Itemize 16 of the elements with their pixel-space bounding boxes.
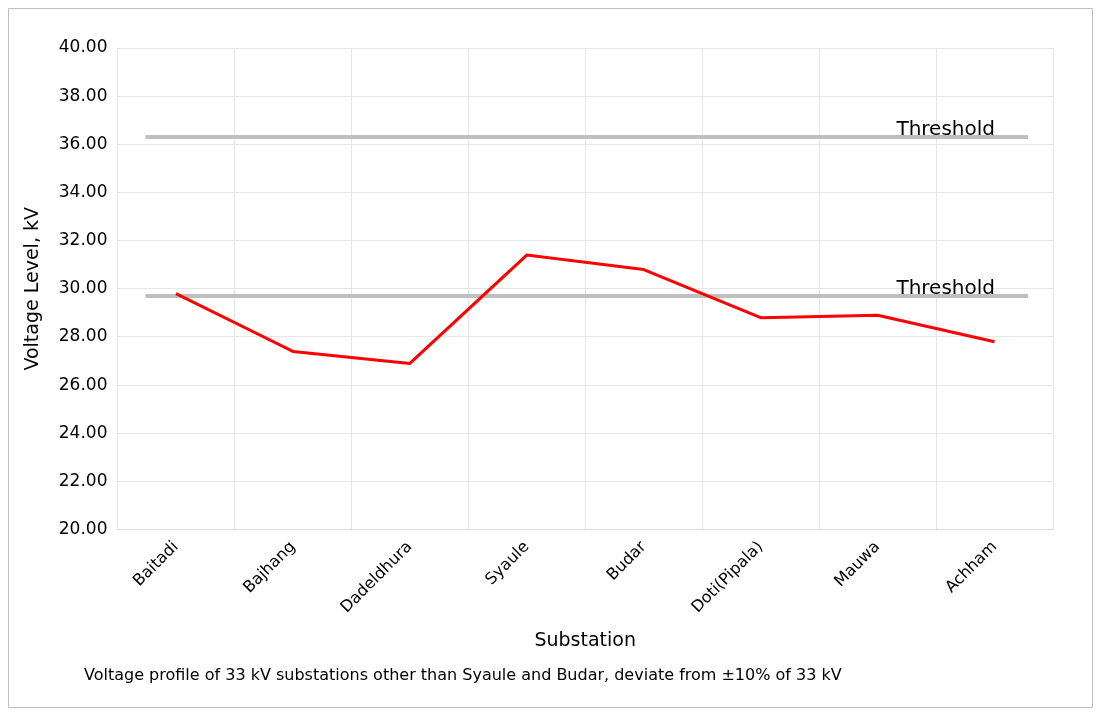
y-tick-label: 24.00	[58, 421, 108, 442]
y-tick-label: 28.00	[58, 325, 108, 346]
ref-line-label: Threshold	[895, 275, 995, 300]
y-tick-label: 40.00	[58, 36, 108, 57]
y-tick-label: 34.00	[58, 180, 108, 201]
text: Voltage profile of 33 kV substations other than Syaule and Budar, deviate from ±10% of 33 kV	[84, 665, 842, 685]
y-tick-label: 30.00	[58, 277, 108, 298]
y-tick-label: 26.00	[58, 373, 108, 394]
y-tick-label: 22.00	[58, 469, 108, 490]
y-tick-label: 20.00	[58, 518, 108, 539]
y-axis-title: Voltage Level, kV	[20, 207, 43, 371]
y-tick-label: 38.00	[58, 84, 108, 105]
ref-line-label: Threshold	[895, 116, 995, 141]
y-tick-label: 36.00	[58, 132, 108, 153]
y-tick-label: 32.00	[58, 229, 108, 250]
x-axis-title: Substation	[534, 627, 637, 650]
